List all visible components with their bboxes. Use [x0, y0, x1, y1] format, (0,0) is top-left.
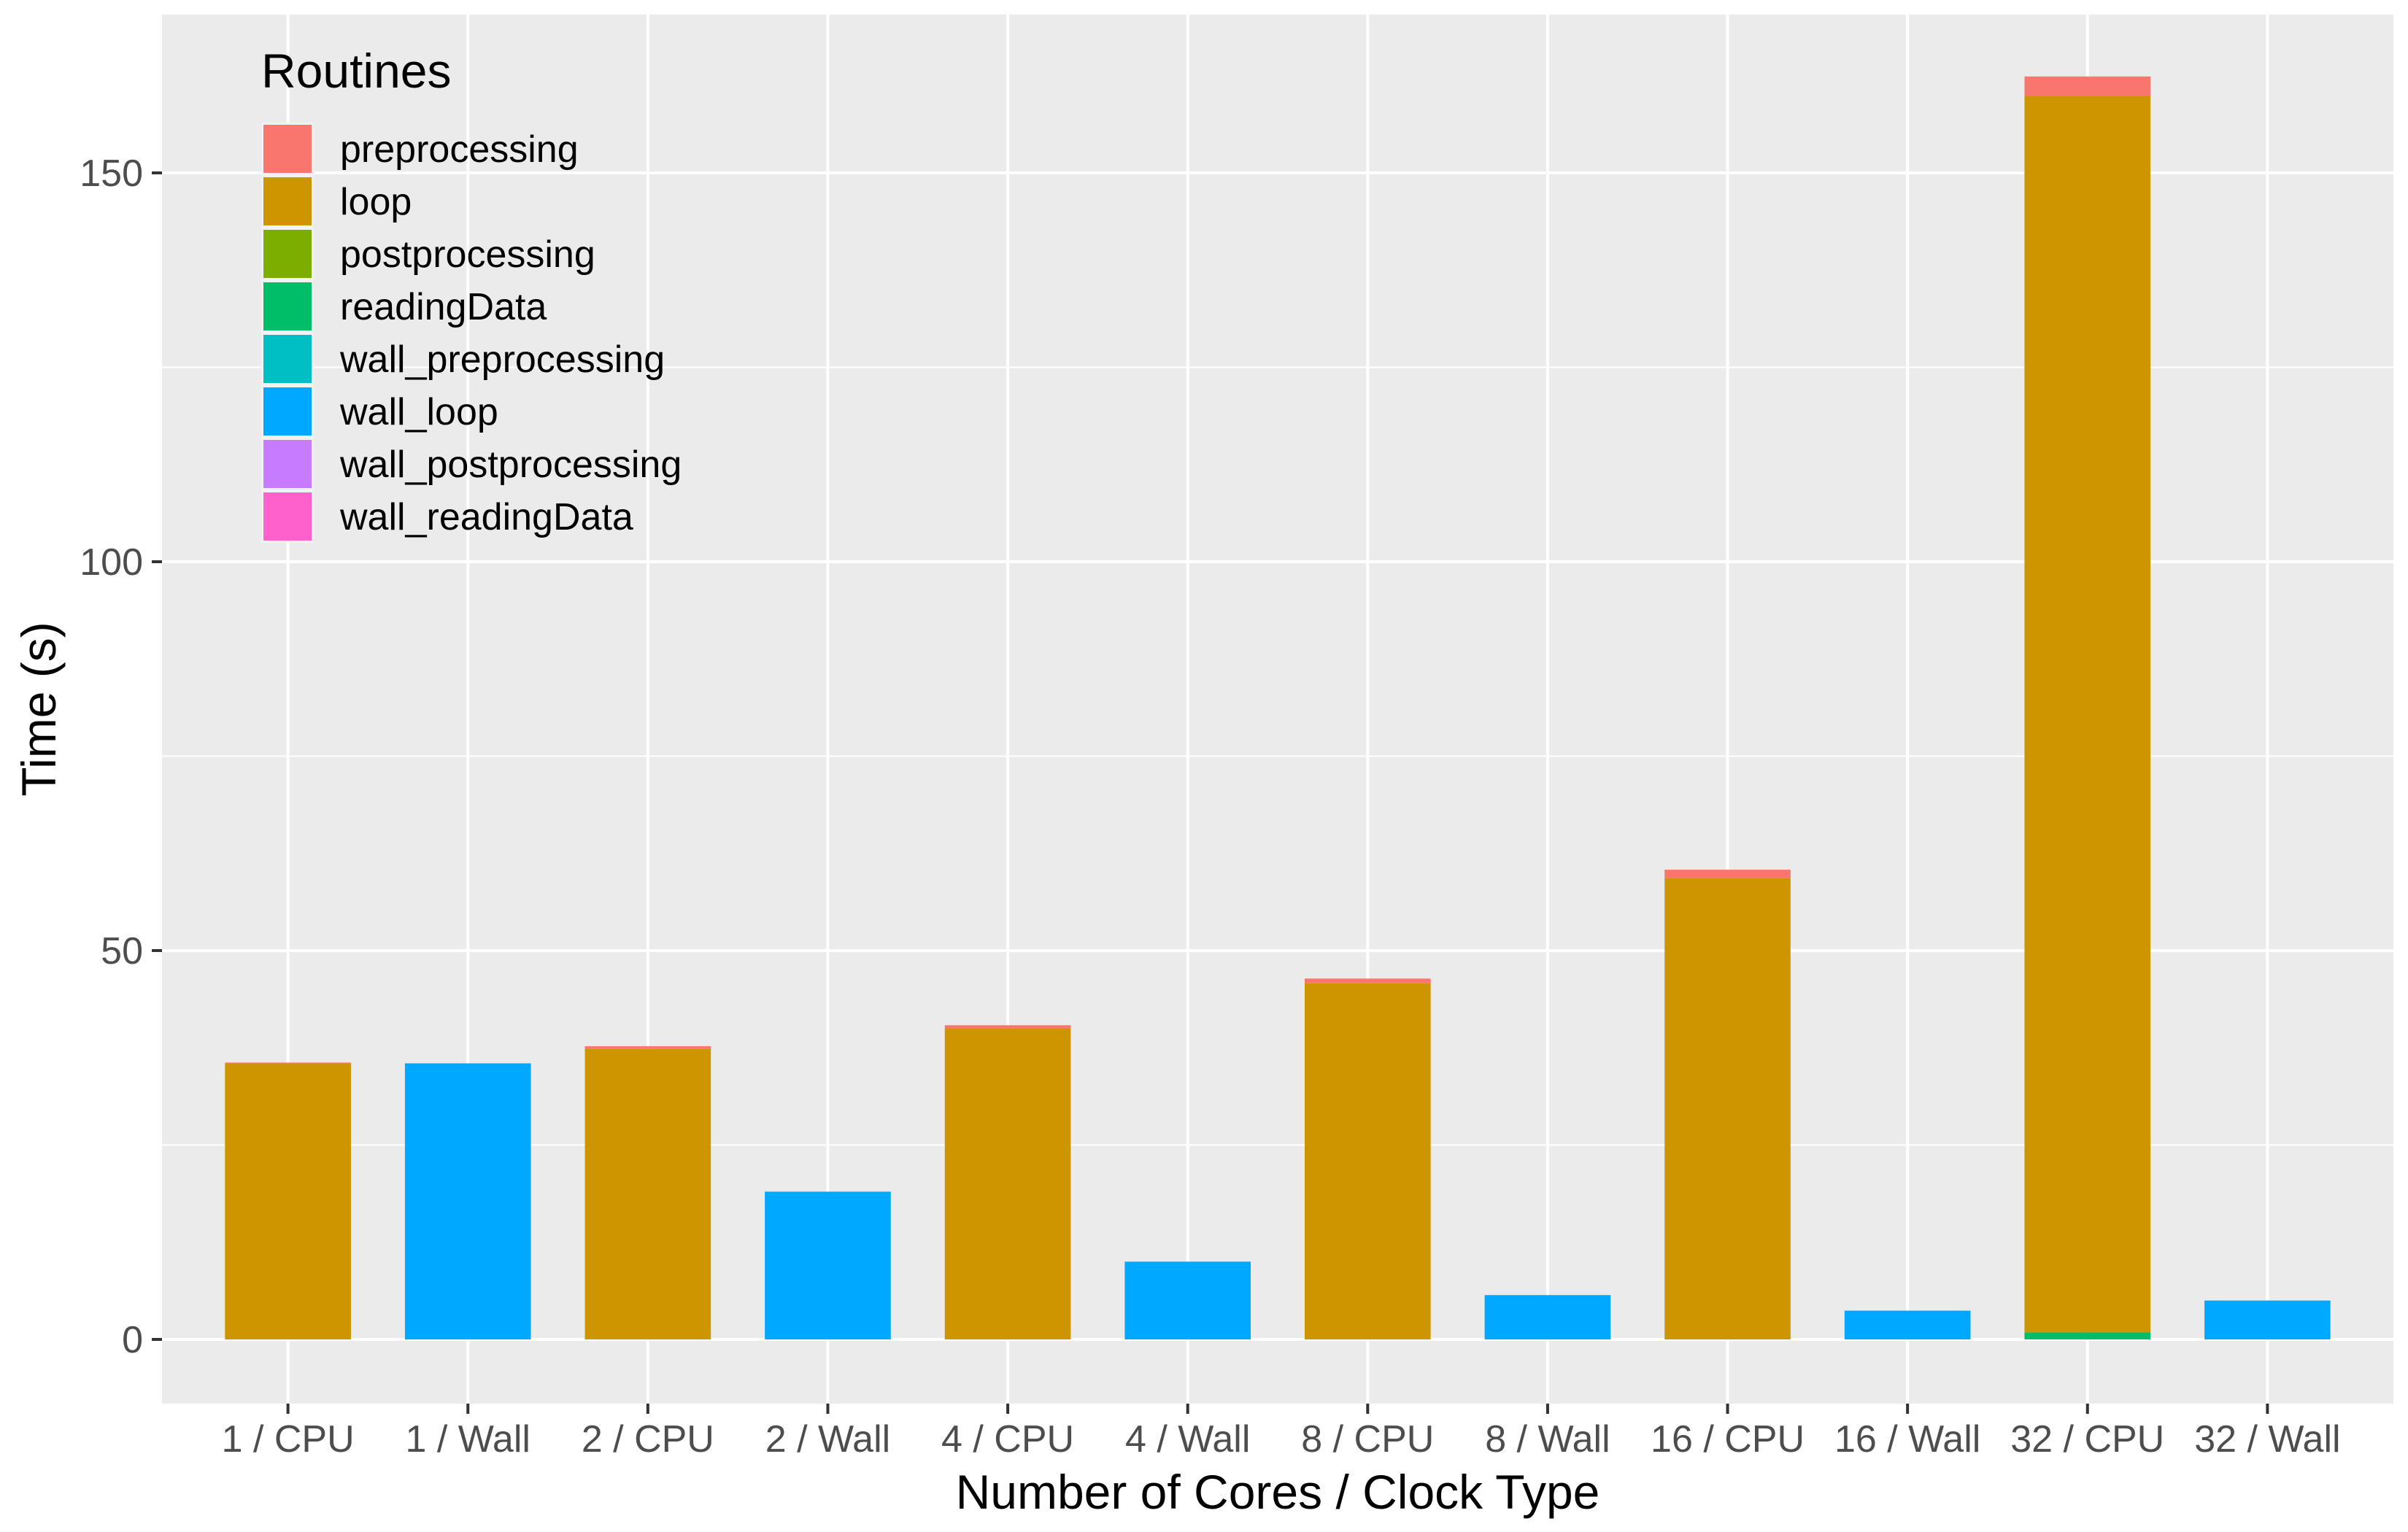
- bar-segment: [225, 1063, 351, 1339]
- legend-label: preprocessing: [340, 128, 579, 171]
- bar-segment: [2024, 96, 2151, 1333]
- bar-segment: [584, 1046, 711, 1049]
- x-tick-label: 8 / CPU: [1301, 1418, 1434, 1461]
- x-tick-label: 1 / CPU: [222, 1418, 355, 1461]
- x-tick-label: 32 / CPU: [2010, 1418, 2164, 1461]
- bar-segment: [1484, 1295, 1611, 1339]
- legend-key: [263, 282, 312, 330]
- legend: Routines preprocessing loop postprocessing…: [261, 44, 682, 543]
- bar-segment: [1844, 1310, 1971, 1339]
- x-tick-label: 16 / CPU: [1651, 1418, 1805, 1461]
- bar-segment: [404, 1063, 531, 1339]
- x-tick-label: 8 / Wall: [1485, 1418, 1610, 1461]
- legend-label: loop: [340, 181, 412, 223]
- legend-label: wall_loop: [339, 391, 498, 433]
- y-tick-label: 50: [101, 930, 143, 972]
- y-axis-title: Time (s): [12, 622, 66, 797]
- minor-gridlines: [162, 366, 2393, 1146]
- bar-segment: [1304, 983, 1431, 1339]
- x-tick-label: 2 / Wall: [765, 1418, 890, 1461]
- bars: [225, 76, 2331, 1339]
- legend-key: [263, 440, 312, 488]
- bar-segment: [1124, 1261, 1251, 1339]
- legend-key: [263, 177, 312, 225]
- bar-segment: [2024, 76, 2151, 96]
- legend-label: wall_preprocessing: [339, 338, 665, 381]
- legend-label: postprocessing: [340, 233, 595, 276]
- y-tick-label: 100: [80, 541, 143, 584]
- bar-segment: [944, 1025, 1071, 1029]
- x-tick-label: 16 / Wall: [1834, 1418, 1980, 1461]
- legend-label: wall_readingData: [339, 496, 633, 538]
- bar-segment: [1664, 878, 1791, 1339]
- bar-segment: [584, 1048, 711, 1339]
- x-tick-label: 32 / Wall: [2194, 1418, 2340, 1461]
- x-tick-label: 2 / CPU: [582, 1418, 714, 1461]
- bar-segment: [1304, 978, 1431, 983]
- legend-key: [263, 492, 312, 541]
- legend-key: [263, 125, 312, 173]
- legend-label: wall_postprocessing: [339, 444, 682, 486]
- y-tick-label: 150: [80, 152, 143, 195]
- x-tick-label: 4 / CPU: [941, 1418, 1074, 1461]
- bar-segment: [944, 1028, 1071, 1339]
- y-tick-label: 0: [122, 1319, 143, 1361]
- bar-segment: [2024, 1332, 2151, 1339]
- x-tick-label: 1 / Wall: [406, 1418, 530, 1461]
- legend-label: readingData: [340, 286, 547, 328]
- x-axis-title: Number of Cores / Clock Type: [956, 1465, 1600, 1519]
- bar-segment: [225, 1062, 351, 1064]
- legend-key: [263, 230, 312, 278]
- bar-segment: [2204, 1300, 2331, 1339]
- bar-segment: [765, 1191, 891, 1339]
- legend-key: [263, 335, 312, 383]
- x-tick-label: 4 / Wall: [1125, 1418, 1250, 1461]
- legend-title: Routines: [261, 44, 452, 98]
- x-axis: 1 / CPU 1 / Wall 2 / CPU 2 / Wall 4 / CPU 4 /…: [222, 1404, 2341, 1461]
- legend-key: [263, 387, 312, 436]
- plot-panel: [162, 15, 2393, 1404]
- y-axis: 0 50 100 150: [80, 152, 162, 1361]
- bar-segment: [1664, 870, 1791, 878]
